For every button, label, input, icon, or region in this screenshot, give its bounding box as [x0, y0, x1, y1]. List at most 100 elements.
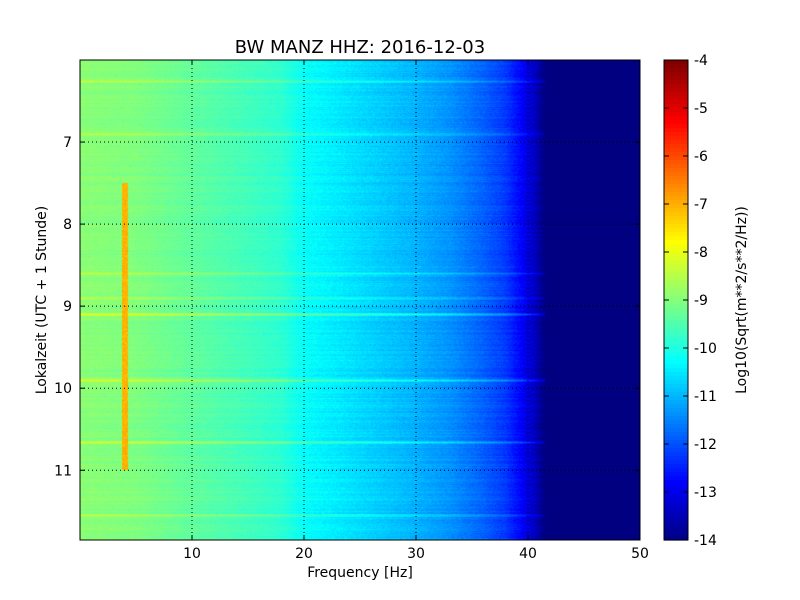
colorbar-swatch: [664, 300, 688, 305]
colorbar-swatch: [664, 376, 688, 381]
colorbar-swatch: [664, 308, 688, 313]
colorbar-swatch: [664, 148, 688, 153]
colorbar-swatch: [664, 68, 688, 73]
colorbar-swatch: [664, 268, 688, 273]
colorbar-swatch: [664, 272, 688, 277]
colorbar-swatch: [664, 488, 688, 493]
colorbar-swatch: [664, 400, 688, 405]
colorbar-swatch: [664, 224, 688, 229]
colorbar-swatch: [664, 176, 688, 181]
colorbar-tick-label: -11: [694, 389, 717, 405]
colorbar-swatch: [664, 312, 688, 317]
colorbar-tick-label: -8: [694, 245, 708, 261]
colorbar-swatch: [664, 92, 688, 97]
colorbar-swatch: [664, 340, 688, 345]
colorbar-label: Log10(Sqrt(m**2/s**2/Hz)): [734, 206, 750, 394]
colorbar-swatch: [664, 192, 688, 197]
colorbar-tick-label: -9: [694, 293, 708, 309]
colorbar-swatch: [664, 524, 688, 529]
colorbar-swatch: [664, 492, 688, 497]
colorbar-swatch: [664, 72, 688, 77]
colorbar-swatch: [664, 384, 688, 389]
colorbar-swatch: [664, 228, 688, 233]
y-axis-label: Lokalzeit (UTC + 1 Stunde): [34, 206, 50, 395]
x-axis-label: Frequency [Hz]: [307, 565, 413, 581]
colorbar-tick-label: -4: [694, 53, 708, 69]
colorbar-swatch: [664, 120, 688, 125]
colorbar-swatch: [664, 448, 688, 453]
colorbar-swatch: [664, 528, 688, 533]
x-tick-label: 40: [519, 546, 537, 562]
colorbar-swatch: [664, 468, 688, 473]
colorbar-swatch: [664, 180, 688, 185]
colorbar-swatch: [664, 396, 688, 401]
colorbar-swatch: [664, 368, 688, 373]
x-tick-label: 50: [631, 546, 649, 562]
colorbar-swatch: [664, 208, 688, 213]
colorbar-swatch: [664, 504, 688, 509]
colorbar-swatch: [664, 168, 688, 173]
colorbar-swatch: [664, 532, 688, 537]
colorbar-swatch: [664, 64, 688, 69]
colorbar-swatch: [664, 140, 688, 145]
colorbar-swatch: [664, 412, 688, 417]
colorbar-swatch: [664, 240, 688, 245]
colorbar-swatch: [664, 344, 688, 349]
colorbar-swatch: [664, 304, 688, 309]
colorbar-swatch: [664, 108, 688, 113]
colorbar-swatch: [664, 252, 688, 257]
colorbar-swatch: [664, 352, 688, 357]
colorbar-swatch: [664, 440, 688, 445]
colorbar-swatch: [664, 152, 688, 157]
colorbar-swatch: [664, 436, 688, 441]
colorbar-swatch: [664, 96, 688, 101]
colorbar-swatch: [664, 364, 688, 369]
colorbar-swatch: [664, 360, 688, 365]
colorbar-tick-label: -7: [694, 197, 708, 213]
colorbar-swatch: [664, 236, 688, 241]
y-axis-ticks: 7 8 9 10 11: [54, 135, 640, 479]
colorbar-swatch: [664, 316, 688, 321]
colorbar-swatch: [664, 160, 688, 165]
heatmap-image: [80, 60, 640, 540]
colorbar-swatch: [664, 136, 688, 141]
colorbar-swatch: [664, 392, 688, 397]
colorbar-swatch: [664, 112, 688, 117]
colorbar-swatch: [664, 164, 688, 169]
plot-frame: [79, 59, 641, 541]
colorbar-swatch: [664, 388, 688, 393]
colorbar-swatch: [664, 100, 688, 105]
colorbar-swatch: [664, 372, 688, 377]
colorbar-swatch: [664, 124, 688, 129]
colorbar-swatch: [664, 536, 688, 541]
colorbar-swatch: [664, 156, 688, 161]
colorbar-swatch: [664, 472, 688, 477]
colorbar-swatch: [664, 456, 688, 461]
colorbar-swatch: [664, 128, 688, 133]
y-tick-label: 7: [63, 135, 72, 151]
colorbar-tick-label: -12: [694, 437, 717, 453]
colorbar-swatch: [664, 116, 688, 121]
colorbar-swatch: [664, 216, 688, 221]
colorbar-swatch: [664, 284, 688, 289]
colorbar-swatch: [664, 324, 688, 329]
colorbar-swatch: [664, 452, 688, 457]
colorbar-swatch: [664, 296, 688, 301]
colorbar-swatch: [664, 404, 688, 409]
colorbar-ticks: -4 -5 -6 -7 -8 -9 -10 -11 -12 -13 -14: [664, 53, 717, 549]
colorbar-swatch: [664, 292, 688, 297]
colorbar-swatch: [664, 220, 688, 225]
colorbar-swatch: [664, 408, 688, 413]
chart-title: BW MANZ HHZ: 2016-12-03: [235, 37, 485, 58]
colorbar-swatch: [664, 428, 688, 433]
colorbar-tick-label: -6: [694, 149, 708, 165]
colorbar-swatch: [664, 248, 688, 253]
x-axis-ticks: 10 20 30 40 50: [183, 60, 649, 562]
colorbar-swatch: [664, 84, 688, 89]
grid: [80, 60, 640, 540]
colorbar-swatch: [664, 80, 688, 85]
colorbar-tick-label: -10: [694, 341, 717, 357]
colorbar-swatch: [664, 288, 688, 293]
colorbar-swatch: [664, 76, 688, 81]
